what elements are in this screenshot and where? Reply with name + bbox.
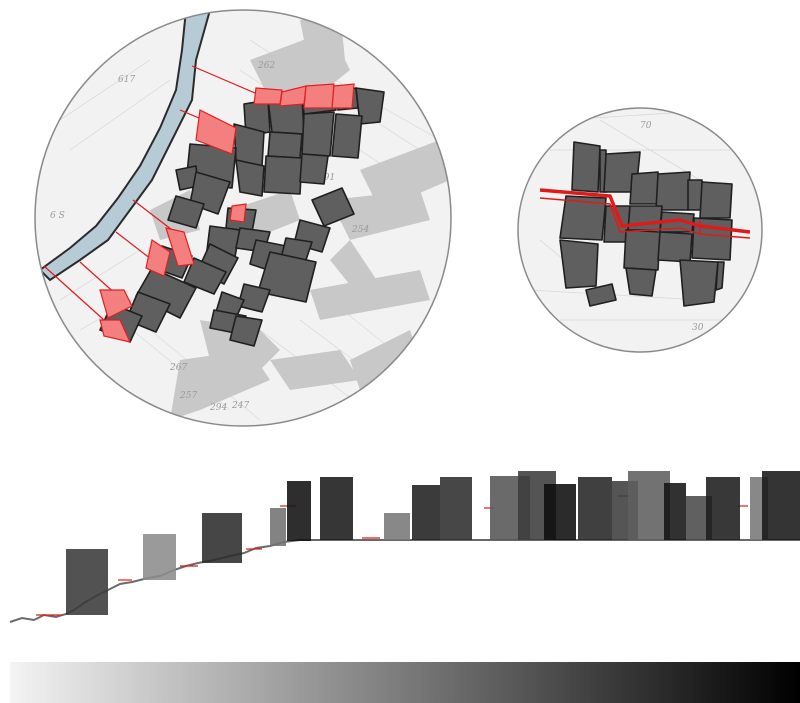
building-elevation-bar bbox=[578, 477, 612, 540]
terrain-profile bbox=[9, 539, 800, 623]
building-elevation-bar bbox=[320, 477, 353, 540]
map-inset-small: 70 30 bbox=[517, 107, 763, 353]
building-elevation-bar bbox=[412, 485, 440, 540]
building-elevation-bar bbox=[706, 477, 740, 540]
parcel-number: 257 bbox=[179, 391, 197, 401]
section-elevation bbox=[9, 471, 800, 623]
parcel-number: 294 bbox=[209, 403, 227, 413]
street-network bbox=[150, 10, 450, 420]
ground-markers bbox=[36, 495, 748, 616]
map-label: 6 S bbox=[50, 211, 65, 221]
parcel-number: 254 bbox=[351, 225, 369, 235]
building-elevation-bar bbox=[664, 483, 686, 540]
building-elevation-bar bbox=[270, 508, 286, 546]
building-elevation-bar bbox=[287, 481, 311, 541]
building-elevation-bar bbox=[440, 477, 472, 540]
map-inset-large-border bbox=[34, 9, 452, 427]
parcel-number: 247 bbox=[231, 401, 249, 411]
parcel-number: 291 bbox=[317, 173, 335, 183]
building-elevation-bar bbox=[143, 534, 176, 580]
building-elevation-bar bbox=[628, 471, 670, 540]
building-elevation-bar bbox=[66, 549, 108, 615]
building-elevation-bar bbox=[202, 513, 242, 563]
river bbox=[38, 10, 212, 282]
parcel-number: 267 bbox=[169, 363, 187, 373]
building-elevation-bar bbox=[384, 513, 410, 540]
grayscale-legend bbox=[10, 662, 800, 703]
parcel-number: 617 bbox=[118, 75, 135, 85]
map-inset-large: 617 262 291 267 257 247 294 254 6 S bbox=[34, 9, 452, 427]
parcel-number: 30 bbox=[692, 323, 704, 333]
building-elevation-bar bbox=[544, 484, 576, 540]
elevation-bars bbox=[66, 471, 800, 615]
highlighted-blocks-large bbox=[99, 83, 355, 343]
section-line-small bbox=[539, 188, 751, 239]
parcel-number: 70 bbox=[640, 121, 652, 131]
building-elevation-bar bbox=[762, 471, 800, 540]
parcel-number: 262 bbox=[257, 61, 275, 71]
map-inset-small-border bbox=[517, 107, 763, 353]
